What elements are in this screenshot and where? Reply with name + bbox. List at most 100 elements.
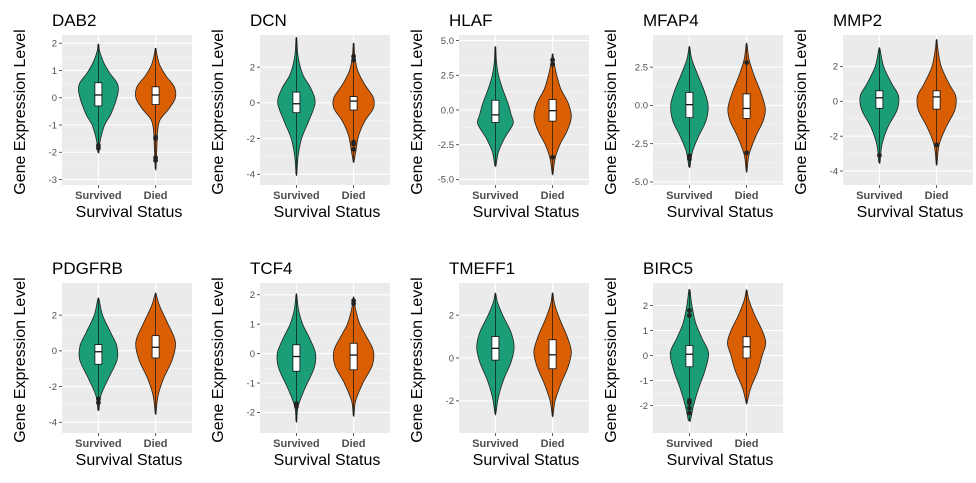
x-axis-title: Survival Status bbox=[667, 204, 774, 221]
y-tick-label: -2 bbox=[446, 396, 454, 407]
x-tick-label: Survived bbox=[75, 438, 121, 450]
outlier-point bbox=[687, 410, 692, 416]
y-tick-label: 0 bbox=[250, 349, 255, 360]
x-tick-label: Survived bbox=[273, 438, 319, 450]
y-tick-label: 2 bbox=[643, 301, 648, 312]
y-tick-label: -2 bbox=[830, 131, 838, 142]
x-axis-title: Survival Status bbox=[473, 204, 580, 221]
outlier-point bbox=[351, 57, 356, 63]
x-tick-label: Died bbox=[144, 190, 168, 202]
panel-mmp2: -4 -2 0 2 Survived Died MMP2 Survival Status Gen… bbox=[793, 11, 973, 221]
panel-hlaf: -5.0 -2.5 0.0 2.5 5.0 Survived Died HLAF Surviva… bbox=[409, 11, 589, 221]
x-tick-label: Survived bbox=[273, 190, 319, 202]
panel-title: PDGFRB bbox=[52, 259, 123, 278]
outlier-point bbox=[351, 301, 356, 306]
outlier-point bbox=[687, 156, 692, 162]
box-died bbox=[932, 90, 941, 110]
y-axis-title: Gene Expression Level bbox=[793, 29, 810, 194]
y-tick-label: 2 bbox=[52, 38, 57, 49]
outlier-point bbox=[96, 143, 101, 148]
panel-title: DAB2 bbox=[52, 11, 96, 30]
outlier-point bbox=[744, 150, 749, 156]
x-tick-label: Survived bbox=[666, 438, 712, 450]
box-survived bbox=[875, 90, 884, 109]
x-tick-label: Died bbox=[541, 438, 565, 450]
outlier-point bbox=[351, 139, 356, 145]
box-died bbox=[349, 96, 358, 111]
panel-title: TCF4 bbox=[250, 259, 293, 278]
y-axis-title: Gene Expression Level bbox=[603, 277, 620, 442]
y-tick-label: -4 bbox=[247, 170, 255, 181]
y-tick-label: -1 bbox=[49, 120, 57, 131]
panel-birc5: -2 -1 0 1 2 Survived Died BIRC5 Survival Status G… bbox=[603, 259, 783, 469]
x-tick-label: Died bbox=[735, 190, 759, 202]
box-died bbox=[349, 342, 358, 371]
y-tick-label: 2.5 bbox=[441, 71, 454, 82]
y-tick-label: 1 bbox=[250, 319, 255, 330]
panel-dab2: -3 -2 -1 0 1 2 Survived Died DAB2 Survival Status… bbox=[12, 11, 192, 221]
y-tick-label: -1 bbox=[640, 376, 648, 387]
outlier-point bbox=[687, 313, 692, 318]
panel-title: TMEFF1 bbox=[449, 259, 515, 278]
x-axis-title: Survival Status bbox=[274, 204, 381, 221]
panel-dcn: -4 -2 0 2 Survived Died DCN Survival Status Gene… bbox=[210, 11, 390, 221]
y-tick-label: -2.5 bbox=[632, 139, 648, 150]
x-axis-title: Survival Status bbox=[274, 452, 381, 469]
panel-pdgfrb: -4 -2 0 2 Survived Died PDGFRB Survival Status G… bbox=[12, 259, 192, 469]
y-tick-label: 2 bbox=[833, 62, 838, 73]
y-tick-label: -2 bbox=[640, 401, 648, 412]
panel-tmeff1: -2 0 2 Survived Died TMEFF1 Survival Status Gen… bbox=[409, 259, 589, 469]
y-tick-label: 0 bbox=[52, 93, 57, 104]
x-axis-title: Survival Status bbox=[76, 204, 183, 221]
y-tick-label: -5.0 bbox=[632, 177, 648, 188]
x-axis-title: Survival Status bbox=[76, 452, 183, 469]
outlier-point bbox=[550, 154, 555, 160]
y-tick-label: 0 bbox=[250, 98, 255, 109]
y-tick-label: -3 bbox=[49, 175, 57, 186]
y-tick-label: 0.0 bbox=[441, 105, 454, 116]
panel-tcf4: -2 -1 0 1 2 Survived Died TCF4 Survival Status Ge… bbox=[210, 259, 390, 469]
x-tick-label: Survived bbox=[472, 190, 518, 202]
x-axis-title: Survival Status bbox=[667, 452, 774, 469]
box-survived bbox=[292, 344, 301, 372]
outlier-point bbox=[934, 142, 939, 148]
y-tick-label: -5.0 bbox=[438, 175, 454, 186]
y-axis-title: Gene Expression Level bbox=[210, 29, 227, 194]
y-tick-label: 1 bbox=[52, 66, 57, 77]
y-axis-title: Gene Expression Level bbox=[12, 277, 29, 442]
x-axis-title: Survival Status bbox=[857, 204, 964, 221]
x-tick-label: Survived bbox=[666, 190, 712, 202]
y-axis-title: Gene Expression Level bbox=[409, 277, 426, 442]
y-tick-label: 2 bbox=[52, 310, 57, 321]
box-died bbox=[742, 93, 751, 119]
y-tick-label: 0 bbox=[449, 353, 454, 364]
panel-mfap4: -5.0 -2.5 0.0 2.5 Survived Died MFAP4 Survival … bbox=[603, 11, 783, 221]
y-axis-title: Gene Expression Level bbox=[210, 277, 227, 442]
panel-background bbox=[62, 35, 192, 185]
panel-title: BIRC5 bbox=[643, 259, 693, 278]
y-tick-label: 1 bbox=[643, 326, 648, 337]
outlier-point bbox=[153, 155, 159, 161]
panel-title: MMP2 bbox=[833, 11, 882, 30]
outlier-point bbox=[687, 405, 692, 411]
y-tick-label: 0 bbox=[833, 97, 838, 108]
x-tick-label: Died bbox=[541, 190, 565, 202]
outlier-point bbox=[351, 146, 356, 152]
box-survived bbox=[94, 82, 103, 107]
y-tick-label: 0 bbox=[52, 346, 57, 357]
outlier-point bbox=[550, 61, 555, 67]
y-tick-label: 2.5 bbox=[635, 62, 648, 73]
x-tick-label: Died bbox=[735, 438, 759, 450]
y-tick-label: -4 bbox=[830, 166, 838, 177]
y-tick-label: -1 bbox=[247, 378, 255, 389]
outlier-point bbox=[744, 60, 749, 65]
box-survived bbox=[292, 91, 301, 114]
x-tick-label: Died bbox=[925, 190, 949, 202]
box-survived bbox=[94, 344, 103, 365]
x-axis-title: Survival Status bbox=[473, 452, 580, 469]
outlier-point bbox=[550, 57, 555, 63]
y-tick-label: -2.5 bbox=[438, 140, 454, 151]
y-tick-label: 2 bbox=[449, 310, 454, 321]
x-tick-label: Died bbox=[342, 190, 366, 202]
outlier-point bbox=[294, 404, 299, 409]
